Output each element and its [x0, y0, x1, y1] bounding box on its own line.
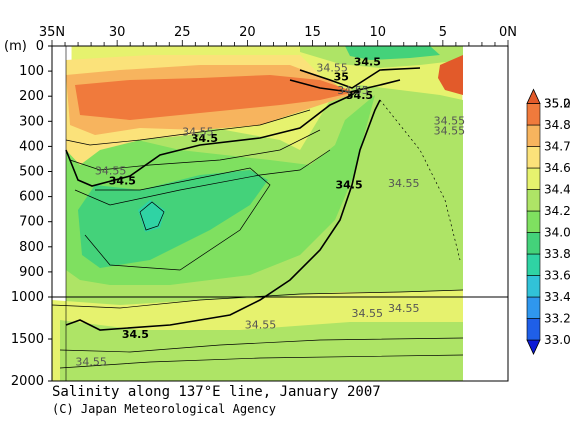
colorbar-label-9: 34.7	[544, 140, 570, 154]
contour-label-0: 34.5	[109, 175, 136, 188]
contour-label-15: 34.55	[245, 319, 277, 332]
x-tick-label-0: 35N	[39, 25, 65, 40]
colorbar-label-0: 33.0	[544, 333, 570, 347]
contour-lines	[51, 46, 464, 381]
colorbar-segment	[526, 232, 541, 255]
contour-35-0	[289, 79, 401, 93]
x-tick-label-7: 0N	[499, 25, 517, 40]
colorbar-segment	[526, 146, 541, 169]
contour-deep-b	[59, 354, 464, 369]
x-tick-label-1: 30	[109, 25, 126, 40]
field-34-0-core	[78, 170, 268, 268]
x-tick-label-2: 25	[174, 25, 191, 40]
x-tick-label-4: 15	[304, 25, 321, 40]
contour-34-5-surface	[299, 67, 421, 89]
x-tick-label-5: 10	[369, 25, 386, 40]
colorbar-label-4: 33.8	[544, 247, 570, 261]
colorbar-segment	[526, 210, 541, 233]
contour-label-8: 34.55	[337, 84, 369, 97]
contour-34-4	[69, 129, 321, 171]
contour-34-55-upper	[65, 109, 311, 146]
colorbar-segment	[526, 124, 541, 147]
colorbar-segment	[526, 275, 541, 298]
contour-label-4: 34.5	[354, 55, 381, 68]
axes: 35N 30 25 20 15 10 5 0N (m) 100 200 300 400 500 600 700…	[4, 25, 517, 389]
y-tick-label-2: 200	[19, 89, 44, 104]
contour-label-6: 35	[334, 70, 349, 83]
y-unit-label: (m)	[4, 39, 27, 54]
field-deep-34-4	[60, 320, 463, 381]
colorbar-label-1: 33.2	[544, 312, 570, 326]
colorbar-label-3: 33.6	[544, 269, 570, 283]
contour-label-16: 34.5	[122, 328, 149, 341]
y-tick-label-5: 500	[19, 165, 44, 180]
contour-33-8	[139, 201, 165, 231]
chart-title: Salinity along 137°E line, January 2007	[52, 384, 381, 400]
contour-34-0	[84, 167, 271, 271]
y-tick-label-12: 2000	[11, 374, 44, 389]
contour-deep-a	[59, 337, 464, 353]
colorbar-segment	[526, 189, 541, 212]
colorbar-label-5: 34.0	[544, 226, 570, 240]
y-tick-label-10: 1000	[11, 290, 44, 305]
colorbar-segment	[526, 296, 541, 319]
contour-label-7: 34.5	[346, 89, 373, 102]
field-surface-34-0	[345, 46, 440, 60]
chart-credit: (C) Japan Meteorological Agency	[52, 402, 276, 416]
contour-34-2	[74, 149, 331, 206]
y-tick-label-4: 400	[19, 139, 44, 154]
contour-labels: 34.534.5534.534.5534.534.553534.534.5534…	[75, 55, 465, 368]
colorbar-segment-min	[526, 339, 541, 355]
y-tick-label-zero: 0	[36, 39, 44, 54]
colorbar-label-7: 34.4	[544, 183, 570, 197]
field-high-35-0	[75, 75, 355, 120]
contour-label-5: 34.55	[316, 62, 348, 75]
colorbar-segment	[526, 167, 541, 190]
colorbar-label-2: 33.4	[544, 290, 570, 304]
contour-label-2: 34.5	[191, 132, 218, 145]
contour-label-12: 34.55	[434, 124, 466, 137]
colorbar-label-10: 34.8	[544, 118, 570, 132]
colorbar-segment	[526, 318, 541, 341]
colorbar-label-11: 35.0	[544, 97, 570, 111]
colorbar: 33.0 33.2 33.4 33.6 33.8 34.0 34.2 34.4 34.6 34.7…	[526, 88, 570, 355]
contour-label-14: 34.55	[352, 307, 384, 320]
contour-34-5-deep	[65, 99, 381, 331]
colorbar-segment	[526, 103, 541, 126]
colorbar-label-8: 34.6	[544, 161, 570, 175]
x-tick-label-3: 20	[239, 25, 256, 40]
y-tick-label-3: 300	[19, 114, 44, 129]
plot-frame	[51, 45, 509, 382]
colorbar-segment-max	[526, 88, 541, 104]
contour-dotted-34-6	[379, 99, 461, 261]
field-east-35-2	[438, 55, 463, 95]
contour-label-3: 34.55	[182, 126, 214, 139]
colorbar-label-6: 34.2	[544, 204, 570, 218]
x-tick-label-6: 5	[439, 25, 447, 40]
contour-label-11: 34.55	[434, 114, 466, 127]
colorbar-label-12: 35.2	[544, 97, 570, 111]
y-tick-label-11: 1500	[11, 332, 44, 347]
contour-34-5-main	[65, 87, 361, 187]
contour-label-1: 34.55	[95, 165, 127, 178]
y-tick-label-1: 100	[19, 64, 44, 79]
y-tick-label-8: 800	[19, 240, 44, 255]
y-tick-label-6: 600	[19, 190, 44, 205]
contour-label-17: 34.55	[75, 356, 107, 369]
y-tick-label-7: 700	[19, 215, 44, 230]
contour-label-10: 34.55	[388, 177, 420, 190]
y-tick-label-9: 900	[19, 265, 44, 280]
contour-label-13: 34.55	[388, 302, 420, 315]
contour-label-9: 34.5	[335, 178, 362, 191]
colorbar-segment	[526, 253, 541, 276]
